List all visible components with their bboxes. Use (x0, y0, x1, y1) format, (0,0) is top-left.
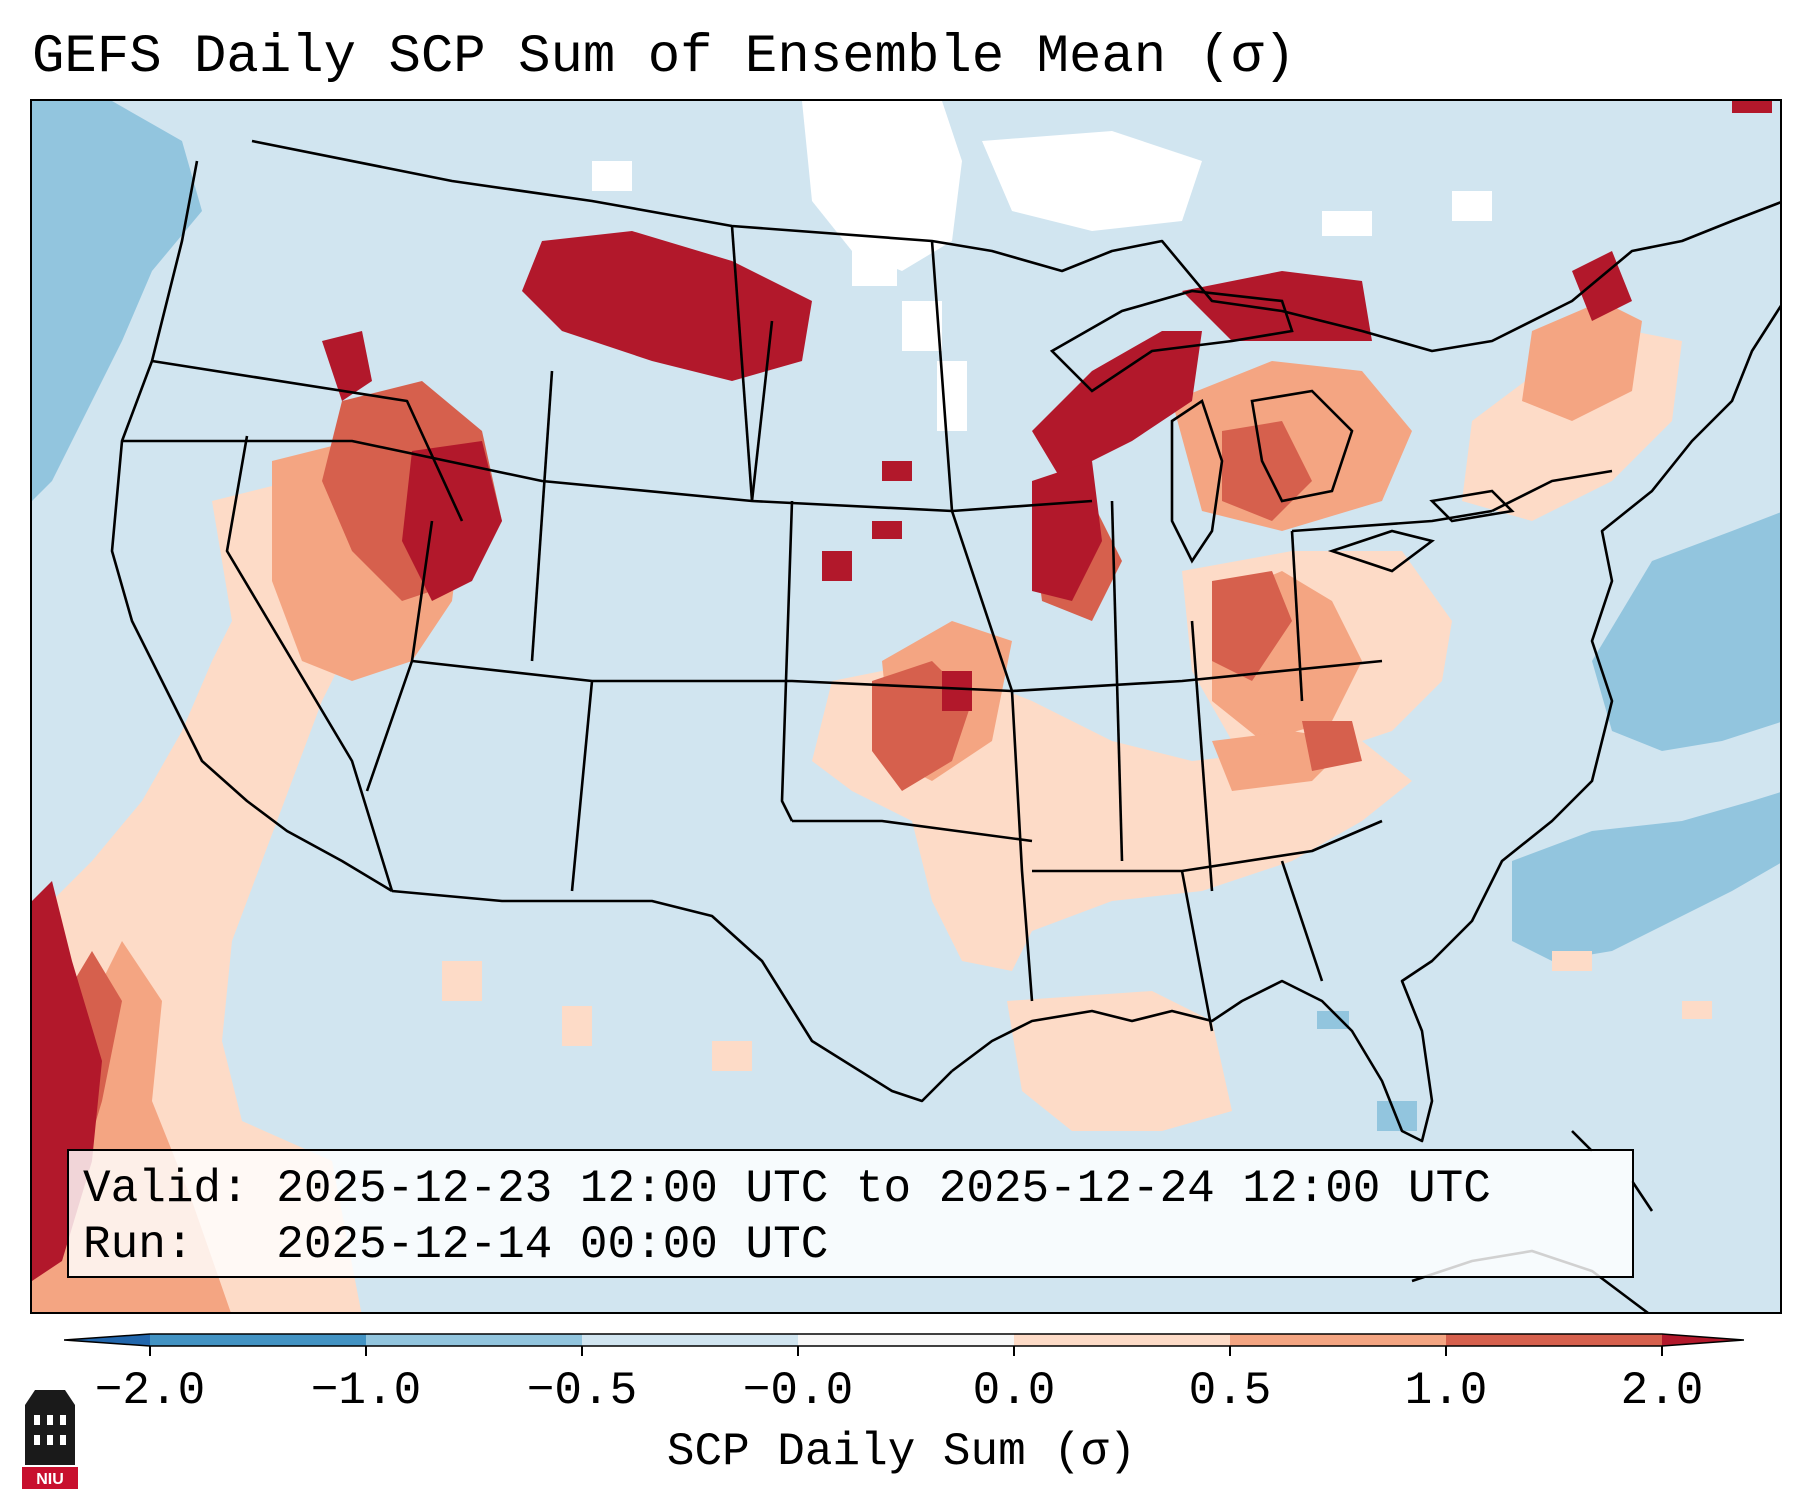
logo-text: NIU (36, 1471, 64, 1488)
moderate-region-new-england (1522, 301, 1642, 421)
colorbar (64, 1333, 1744, 1356)
bahamas-2 (1630, 1180, 1654, 1212)
colorbar-segment-4 (1014, 1334, 1230, 1346)
colorbar-tick-label: −0.0 (742, 1365, 854, 1417)
high-region-indiana (1212, 571, 1292, 681)
colorbar-segment-1 (366, 1334, 582, 1346)
state-line-10 (730, 225, 754, 502)
colorbar-tick-label: −2.0 (94, 1365, 206, 1417)
state-line-18 (792, 819, 1033, 843)
very-high-patch-ok (942, 671, 972, 711)
low-patch-2 (1682, 1001, 1712, 1019)
state-line-5 (411, 659, 1013, 693)
neutral-patch-4 (1452, 191, 1492, 221)
negative-patch-gulf (1317, 1011, 1349, 1029)
state-line-9 (530, 370, 554, 662)
colorbar-tick-label: 0.0 (972, 1365, 1056, 1417)
logo-tower-icon (25, 1390, 75, 1465)
state-line-19 (1180, 870, 1214, 1032)
very-high-region-maine (1572, 251, 1632, 321)
very-high-patch-ne-corner (1732, 101, 1772, 113)
state-line-13 (1032, 819, 1383, 873)
lake-huron (1250, 389, 1354, 503)
run-time-line: Run: 2025-12-14 00:00 UTC (83, 1219, 829, 1271)
logo-badge (22, 1467, 78, 1489)
colorbar-tick-label: −0.5 (526, 1365, 638, 1417)
state-line-6 (570, 680, 594, 892)
state-line-15 (1190, 620, 1214, 892)
map-panel (30, 99, 1782, 1314)
negative-region-atlantic-south (1512, 792, 1780, 961)
low-region-gulf (1007, 991, 1232, 1131)
negative-anomaly-regions (32, 101, 1780, 1131)
state-line-7 (780, 500, 794, 822)
lake-ontario (1429, 489, 1515, 523)
great-lakes (1049, 289, 1515, 573)
neutral-region-canada-east (982, 131, 1202, 231)
neutral-patch-1 (902, 301, 942, 351)
low-patch-1 (1552, 951, 1592, 971)
colorbar-tick-label: 1.0 (1404, 1365, 1488, 1417)
state-line-17 (1291, 509, 1493, 533)
very-high-region-oregon (322, 331, 372, 401)
state-line-12 (1011, 659, 1383, 693)
state-line-21 (1491, 469, 1613, 513)
negative-region-atlantic-north (1592, 512, 1780, 751)
us-west-coast (110, 160, 393, 893)
colorbar-tick-label: 2.0 (1620, 1365, 1704, 1417)
valid-time-line: Valid: 2025-12-23 12:00 UTC to 2025-12-2… (83, 1163, 1491, 1215)
state-line-2 (122, 439, 1093, 513)
very-high-region-upper-michigan (1182, 271, 1372, 341)
colorbar-label: SCP Daily Sum (σ) (666, 1426, 1137, 1478)
niu-logo: NIU (22, 1390, 78, 1489)
state-line-14 (1110, 500, 1124, 862)
page-title: GEFS Daily SCP Sum of Ensemble Mean (σ) (32, 27, 1296, 88)
us-mexico-border (391, 889, 953, 1103)
colorbar-segment-0 (150, 1334, 366, 1346)
gulf-coast (951, 304, 1780, 1143)
lake-superior (1049, 289, 1294, 393)
negative-region-pacific (32, 101, 202, 501)
state-line-3 (225, 435, 394, 892)
logo-windows (34, 1415, 66, 1445)
bahamas-1 (1571, 1130, 1593, 1152)
very-high-patch-kansas-1 (882, 461, 912, 481)
colorbar-tick-label: 0.5 (1188, 1365, 1272, 1417)
colorbar-extend-low (64, 1334, 150, 1346)
very-high-region-wisconsin (1032, 331, 1202, 481)
boundaries (110, 139, 1780, 1143)
state-line-1 (151, 359, 464, 522)
colorbar-segment-3 (798, 1334, 1014, 1346)
neutral-regions (592, 101, 1492, 431)
neutral-patch-5 (592, 161, 632, 191)
neutral-patch-3 (1322, 211, 1372, 236)
state-line-16 (1290, 530, 1304, 702)
state-line-20 (1280, 860, 1324, 982)
low-patch-3 (562, 1006, 592, 1046)
low-patch-4 (442, 961, 482, 1001)
neutral-region-canada-central (802, 101, 962, 271)
validity-info-box: Valid: 2025-12-23 12:00 UTC to 2025-12-2… (67, 1149, 1634, 1278)
colorbar-segment-5 (1230, 1334, 1446, 1346)
colorbar-ticks (149, 1346, 1663, 1356)
neutral-patch-6 (852, 251, 897, 286)
colorbar-extend-high (1662, 1334, 1744, 1346)
state-line-8 (750, 320, 774, 502)
very-high-patch-kansas-2 (872, 521, 902, 539)
lake-erie (1327, 529, 1435, 573)
very-high-region-iowa (1032, 461, 1102, 601)
lake-michigan (1170, 398, 1224, 564)
conus-map (32, 101, 1780, 1312)
colorbar-segment-6 (1446, 1334, 1662, 1346)
very-high-patch-ne-ks (822, 551, 852, 581)
low-patch-5 (712, 1041, 752, 1071)
high-region-kentucky (1302, 721, 1362, 771)
colorbar-segment-2 (582, 1334, 798, 1346)
colorbar-tick-label: −1.0 (310, 1365, 422, 1417)
